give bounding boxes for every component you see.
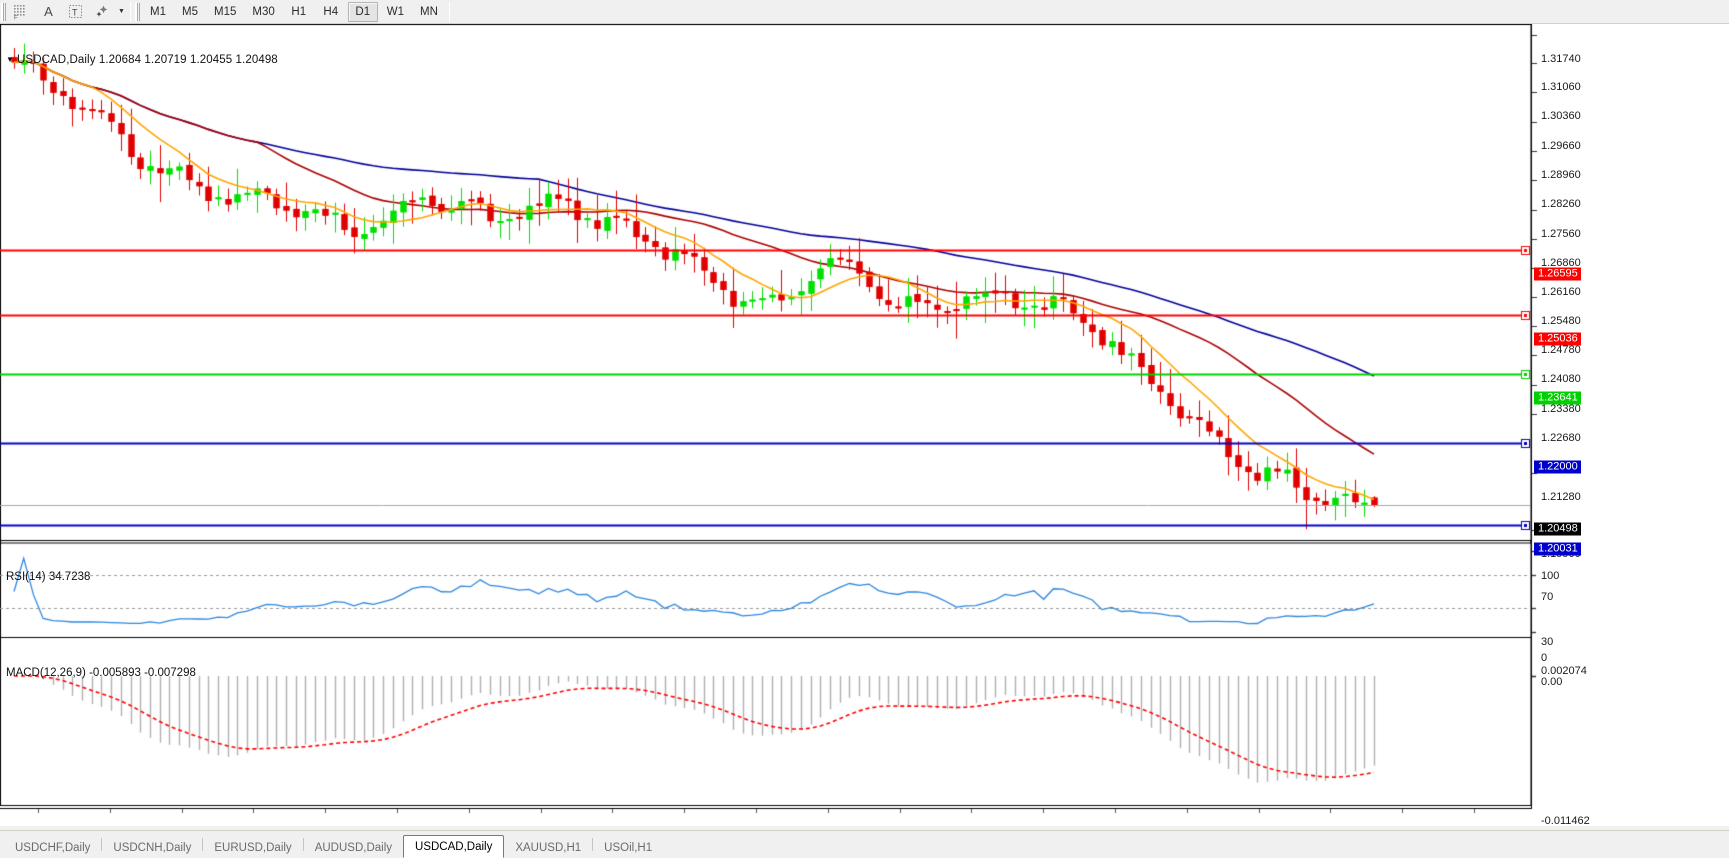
macd-tick-2: -0.011462 [1541,815,1590,827]
text-label-icon[interactable]: A [35,1,62,23]
price-tick-1-27560: 1.27560 [1541,227,1581,240]
price-chart-canvas[interactable] [0,24,1729,830]
hline-price-label-1-25036[interactable]: 1.25036 [1534,332,1581,346]
tab-separator [202,838,204,851]
rsi-tick-30: 30 [1541,636,1554,648]
timeframe-m15[interactable]: M15 [214,5,237,18]
symbol-header: ▼ USDCAD,Daily 1.20684 1.20719 1.20455 1.… [6,54,278,66]
objects-icon-svg [95,5,107,17]
svg-text:F: F [14,15,18,20]
text-box-icon[interactable]: T [62,1,89,23]
timeframe-m1[interactable]: M1 [150,5,166,18]
tab-usdchf-daily[interactable]: USDCHF,Daily [15,841,91,854]
toolbar-divider [130,1,131,22]
toolbar: F A T ▼ M1 M5 M15 M30 H1 H4 D1 W1 [0,0,1729,24]
timeframe-m30[interactable]: M30 [252,5,275,18]
horizontal-scrollbar[interactable] [0,826,1729,830]
price-tick-1-31740: 1.31740 [1541,52,1581,65]
hline-price-label-1-22000[interactable]: 1.22000 [1534,460,1581,473]
text-box-icon-svg: T [69,5,82,18]
tab-separator [101,838,103,851]
tab-usdcnh-daily[interactable]: USDCNH,Daily [113,841,192,854]
tab-usoil-h1[interactable]: USOil,H1 [604,841,653,854]
rsi-tick-0: 0 [1541,652,1548,664]
dropdown-arrow-icon[interactable]: ▼ [118,8,125,15]
macd-tick-0: 0.002074 [1541,665,1587,677]
chart-tab-bar: USDCHF,Daily USDCNH,Daily EURUSD,Daily A… [0,830,1729,858]
tab-usdcad-daily[interactable]: USDCAD,Daily [403,835,505,858]
price-tick-1-26160: 1.26160 [1541,286,1581,299]
price-tick-1-25480: 1.25480 [1541,314,1581,327]
price-tick-1-24780: 1.24780 [1541,344,1581,357]
rsi-tick-70: 70 [1541,591,1554,603]
tab-eurusd-daily[interactable]: EURUSD,Daily [214,841,292,854]
price-tick-1-31060: 1.31060 [1541,81,1581,94]
objects-icon[interactable] [89,1,116,23]
tab-xauusd-h1[interactable]: XAUUSD,H1 [515,841,582,854]
symbol-header-text: USDCAD,Daily 1.20684 1.20719 1.20455 1.2… [17,54,278,66]
rsi-indicator-label: RSI(14) 34.7238 [6,571,91,583]
current-price-label: 1.20498 [1534,522,1581,536]
price-tick-1-24080: 1.24080 [1541,373,1581,386]
timeframe-h1[interactable]: H1 [291,5,307,18]
price-tick-1-21280: 1.21280 [1541,490,1581,503]
hline-price-label-1-23641[interactable]: 1.23641 [1534,391,1581,405]
toolbar-divider-2 [448,1,450,22]
macd-indicator-label: MACD(12,26,9) -0.005893 -0.007298 [6,667,196,679]
timeframe-m5[interactable]: M5 [182,5,198,18]
timeframe-w1[interactable]: W1 [386,5,404,18]
svg-text:T: T [72,8,78,18]
tab-separator [592,838,594,851]
macd-tick-1: 0.00 [1541,676,1563,688]
price-tick-1-28260: 1.28260 [1541,198,1581,211]
rsi-tick-100: 100 [1541,570,1560,582]
toolbar-grip[interactable] [1,2,6,21]
text-label-glyph: A [44,4,53,19]
price-tick-1-29660: 1.29660 [1541,139,1581,152]
tab-audusd-daily[interactable]: AUDUSD,Daily [314,841,393,854]
chart-area[interactable]: ▼ USDCAD,Daily 1.20684 1.20719 1.20455 1.… [0,24,1729,846]
hline-price-label-1-26595[interactable]: 1.26595 [1534,267,1581,281]
timeframe-mn[interactable]: MN [420,5,438,18]
crosshair-grid-icon[interactable]: F [8,1,35,23]
hline-price-label-1-20031[interactable]: 1.20031 [1534,542,1581,556]
collapse-triangle-icon[interactable]: ▼ [6,55,15,64]
price-tick-1-22680: 1.22680 [1541,432,1581,445]
timeframe-grip[interactable] [135,2,140,21]
price-tick-1-26860: 1.26860 [1541,257,1581,270]
price-tick-1-23380: 1.23380 [1541,402,1581,415]
timeframe-h4[interactable]: H4 [323,5,339,18]
timeframe-d1[interactable]: D1 [347,1,378,22]
crosshair-grid-icon-svg: F [14,4,25,20]
price-tick-1-30360: 1.30360 [1541,110,1581,123]
price-tick-1-28960: 1.28960 [1541,169,1581,182]
tab-separator [302,838,304,851]
